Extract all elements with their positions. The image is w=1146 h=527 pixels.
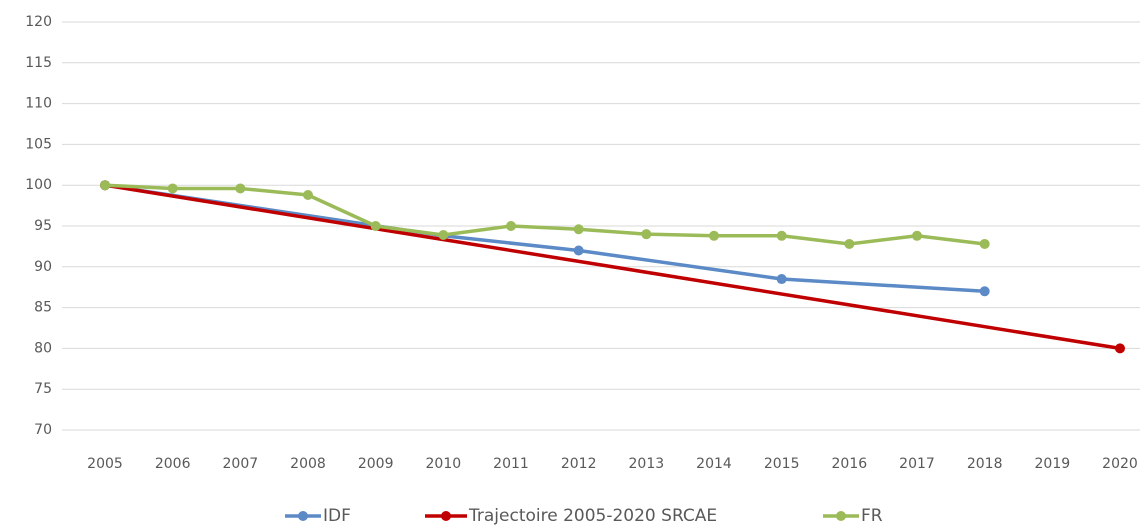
x-tick-label: 2016: [832, 456, 868, 472]
y-tick-label: 120: [25, 14, 52, 30]
x-tick-label: 2012: [561, 456, 597, 472]
legend-label: FR: [861, 506, 883, 526]
point: [776, 230, 787, 241]
point: [641, 229, 652, 240]
point: [100, 180, 110, 191]
legend-marker: [836, 511, 846, 521]
series-line: [104, 183, 985, 246]
y-tick-label: 105: [25, 136, 52, 152]
point: [235, 183, 246, 194]
point: [438, 229, 449, 240]
x-tick-label: 2005: [87, 456, 123, 472]
x-tick-label: 2019: [1035, 456, 1071, 472]
legend-marker: [298, 511, 308, 521]
point: [912, 230, 922, 241]
x-tick-label: 2013: [629, 456, 665, 472]
y-tick-label: 100: [25, 177, 52, 193]
legend-label: IDF: [323, 506, 351, 526]
point: [573, 224, 584, 235]
x-tick-label: 2018: [967, 456, 1003, 472]
series-line: [104, 183, 1121, 351]
x-tick-label: 2014: [696, 456, 732, 472]
y-tick-label: 80: [34, 340, 52, 356]
point: [506, 221, 516, 231]
legend-label: Trajectoire 2005-2020 SRCAE: [468, 506, 717, 526]
x-tick-label: 2006: [155, 456, 191, 472]
y-tick-label: 95: [34, 218, 52, 234]
y-tick-label: 110: [25, 96, 52, 112]
point: [844, 238, 855, 249]
point: [167, 183, 178, 194]
x-tick-label: 2009: [358, 456, 394, 472]
legend-marker: [441, 511, 451, 521]
y-tick-label: 90: [34, 259, 52, 275]
x-tick-label: 2017: [899, 456, 935, 472]
y-tick-label: 115: [25, 55, 52, 71]
x-tick-label: 2010: [426, 456, 462, 472]
point: [709, 230, 719, 241]
y-tick-label: 70: [34, 422, 52, 438]
x-tick-label: 2015: [764, 456, 800, 472]
series-line: [104, 183, 985, 294]
y-tick-label: 85: [34, 300, 52, 316]
point: [979, 286, 990, 297]
point: [979, 238, 990, 249]
point: [303, 189, 313, 200]
point: [1115, 343, 1125, 354]
x-tick-label: 2008: [290, 456, 326, 472]
x-tick-label: 2007: [223, 456, 259, 472]
point: [776, 274, 787, 285]
x-tick-label: 2020: [1102, 456, 1138, 472]
y-tick-label: 75: [34, 381, 52, 397]
x-tick-label: 2011: [493, 456, 529, 472]
point: [370, 221, 381, 231]
point: [573, 245, 584, 256]
